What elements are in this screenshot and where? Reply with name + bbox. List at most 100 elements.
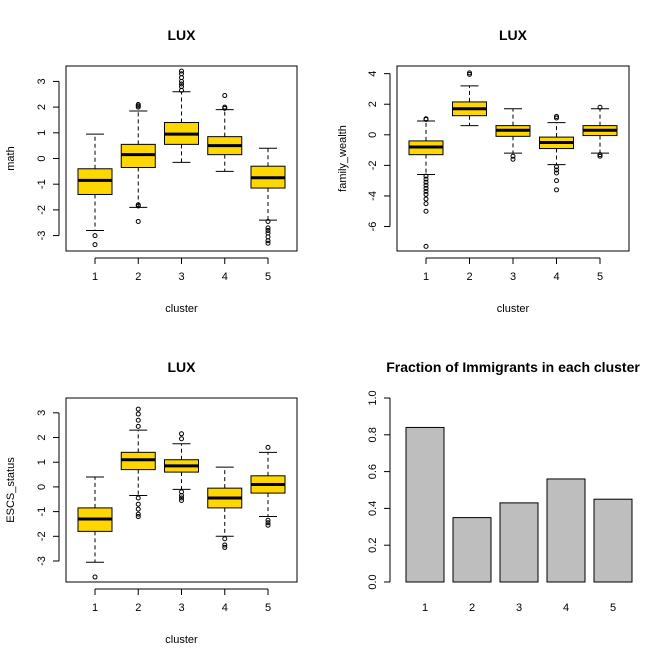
y-tick-label: 1.0	[367, 390, 379, 405]
x-tick-label: 4	[222, 602, 228, 614]
outlier-point	[423, 185, 429, 191]
outlier-point	[265, 227, 271, 233]
outlier-point	[467, 70, 472, 76]
y-tick-label: 1	[36, 130, 48, 136]
box-cluster-4	[207, 466, 243, 550]
x-tick-label: 3	[516, 602, 522, 614]
box-cluster-2	[120, 102, 156, 224]
y-tick-label: -2	[367, 160, 379, 170]
box-cluster-1	[77, 133, 113, 248]
y-tick-label: -2	[36, 531, 48, 541]
y-tick-label: 2	[367, 101, 379, 107]
y-axis-label: family_wealth	[337, 125, 349, 192]
outlier-point	[135, 511, 141, 517]
outlier-point	[179, 81, 184, 87]
x-axis-label: cluster	[165, 634, 198, 646]
bar-cluster-3	[499, 502, 539, 583]
outlier-point	[135, 423, 141, 429]
y-tick-label: 0.8	[367, 427, 379, 442]
outlier-point	[179, 431, 184, 437]
outlier-point	[92, 574, 98, 580]
bar-cluster-5	[593, 498, 633, 583]
outlier-point	[597, 104, 603, 110]
outlier-point	[423, 116, 429, 122]
chart-title: Fraction of Immigrants in each cluster	[386, 359, 640, 375]
y-tick-label: 3	[36, 78, 48, 84]
box-cluster-3	[164, 431, 199, 503]
outlier-point	[554, 170, 559, 176]
outlier-point	[222, 536, 228, 542]
chart-panel-1: LUX -3 -2 -1 0 1 2 3 math 1 2 3 4 5 cluster	[5, 27, 298, 315]
x-tick-label: 2	[135, 602, 141, 614]
outlier-point	[135, 411, 141, 417]
outlier-point	[265, 238, 271, 244]
y-tick-label: 2	[36, 434, 48, 440]
box-cluster-4	[539, 113, 574, 193]
outlier-point	[92, 242, 98, 248]
plot-frame	[65, 397, 298, 583]
outlier-point	[554, 167, 559, 173]
outlier-point	[423, 188, 429, 194]
x-tick-label: 2	[469, 602, 475, 614]
outlier-point	[265, 517, 271, 523]
outlier-point	[597, 152, 603, 158]
x-tick-label: 1	[423, 271, 429, 283]
x-tick-label: 3	[178, 271, 184, 283]
box-cluster-4	[207, 93, 243, 172]
x-tick-label: 5	[265, 271, 271, 283]
y-tick-label: -6	[367, 222, 379, 232]
outlier-point	[423, 243, 429, 249]
x-tick-label: 5	[265, 602, 271, 614]
bar-cluster-4	[546, 478, 586, 583]
outlier-point	[179, 497, 184, 503]
outlier-point	[423, 208, 429, 214]
outlier-point	[222, 544, 228, 550]
outlier-point	[265, 444, 271, 450]
outlier-point	[135, 506, 141, 512]
outlier-point	[135, 495, 141, 501]
outlier-point	[467, 71, 472, 77]
outlier-point	[222, 542, 228, 548]
x-tick-label: 1	[92, 271, 98, 283]
outlier-point	[179, 84, 184, 90]
outlier-point	[135, 202, 141, 208]
y-tick-label: 2	[36, 104, 48, 110]
outlier-point	[179, 68, 184, 74]
box-cluster-1	[408, 116, 444, 249]
x-tick-label: 1	[92, 602, 98, 614]
x-tick-label: 2	[466, 271, 472, 283]
y-tick-label: 0.2	[367, 538, 379, 553]
x-tick-label: 1	[422, 602, 428, 614]
y-tick-label: 0.6	[367, 464, 379, 479]
x-tick-label: 4	[222, 271, 228, 283]
outlier-point	[222, 93, 228, 99]
outlier-point	[135, 406, 141, 412]
y-tick-label: 4	[367, 71, 379, 77]
outlier-point	[423, 201, 429, 207]
outlier-point	[554, 115, 559, 121]
outlier-point	[423, 196, 429, 202]
y-tick-label: 0.0	[367, 574, 379, 589]
x-axis-label: cluster	[497, 303, 530, 315]
chart-title: LUX	[168, 359, 197, 375]
box-cluster-5	[582, 104, 618, 159]
x-tick-label: 3	[178, 602, 184, 614]
y-tick-label: -1	[36, 179, 48, 189]
plot-frame	[65, 65, 298, 252]
outlier-point	[135, 501, 141, 507]
bar-cluster-1	[405, 426, 445, 583]
y-tick-label: 3	[36, 410, 48, 416]
y-tick-label: 0	[36, 155, 48, 161]
y-tick-label: -3	[36, 231, 48, 241]
box-cluster-2	[452, 70, 487, 127]
y-axis-label: math	[5, 146, 17, 170]
y-tick-label: 1	[36, 459, 48, 465]
x-axis-label: cluster	[165, 303, 198, 315]
x-tick-label: 4	[563, 602, 569, 614]
y-tick-label: -2	[36, 205, 48, 215]
y-tick-label: -4	[367, 191, 379, 201]
y-tick-label: -3	[36, 556, 48, 566]
y-tick-label: -1	[36, 507, 48, 517]
box-cluster-3	[164, 68, 199, 163]
